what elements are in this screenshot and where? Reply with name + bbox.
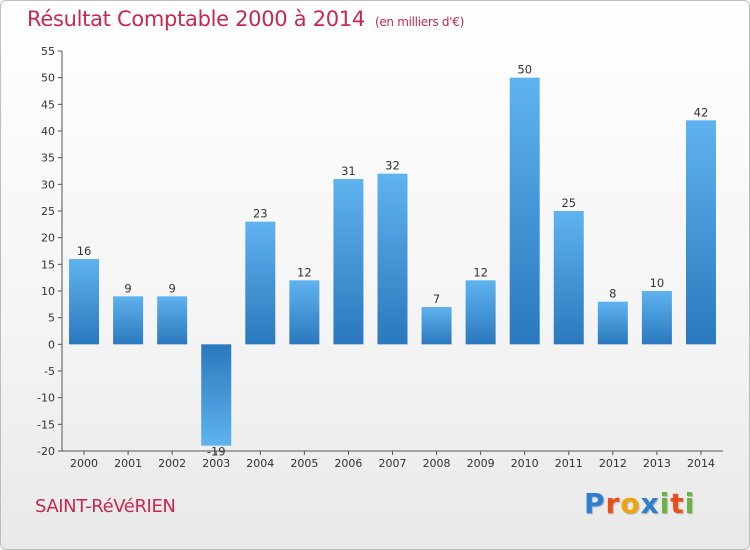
y-tick-label: 30 [41, 178, 55, 191]
data-label: 42 [694, 105, 709, 119]
data-label: 32 [385, 159, 400, 173]
y-tick-label: -20 [37, 445, 55, 458]
x-tick-label: 2002 [158, 457, 186, 470]
x-tick-label: 2012 [599, 457, 627, 470]
data-label: 7 [433, 292, 440, 306]
y-tick-label: 35 [41, 152, 55, 165]
bar-2011[interactable] [553, 211, 584, 345]
y-tick-label: 25 [41, 205, 55, 218]
data-label: 31 [341, 164, 356, 178]
bar-2014[interactable] [685, 120, 716, 345]
x-tick-label: 2010 [511, 457, 539, 470]
y-tick-label: 15 [41, 258, 55, 271]
bar-2013[interactable] [641, 291, 672, 345]
y-tick-label: 5 [48, 312, 55, 325]
bar-2012[interactable] [597, 301, 628, 345]
data-label: 50 [517, 63, 532, 77]
logo-letter: x [640, 487, 660, 520]
y-tick-label: -10 [37, 392, 55, 405]
y-tick-label: -15 [37, 418, 55, 431]
logo-letter: o [620, 487, 641, 520]
data-label: 25 [561, 196, 576, 210]
bars [69, 77, 716, 446]
bar-2002[interactable] [157, 296, 188, 345]
chart-title: Résultat Comptable 2000 à 2014 (en millie… [27, 7, 464, 31]
commune-name: SAINT-RéVéRIEN [35, 496, 176, 517]
data-labels: 16 9 9 -19 23 12 31 32 7 12 50 25 8 10 42 [77, 63, 709, 459]
x-tick-label: 2007 [379, 457, 407, 470]
logo-letter: t [670, 487, 685, 520]
bar-2010[interactable] [509, 77, 540, 345]
chart-title-text: Résultat Comptable 2000 à 2014 [27, 7, 365, 31]
data-label: 12 [473, 265, 488, 279]
data-label: 16 [77, 244, 92, 258]
x-tick-label: 2005 [290, 457, 318, 470]
x-tick-label: 2014 [687, 457, 715, 470]
data-label: 12 [297, 265, 312, 279]
y-tick-label: 0 [48, 338, 55, 351]
logo-letter: i [659, 487, 671, 520]
data-label: 10 [650, 276, 665, 290]
chart-subtitle: (en milliers d'€) [374, 15, 464, 29]
x-tick-label: 2000 [70, 457, 98, 470]
y-tick-label: 40 [41, 125, 55, 138]
data-label: 9 [169, 281, 176, 295]
bar-2009[interactable] [465, 280, 496, 345]
x-tick-label: 2008 [423, 457, 451, 470]
y-tick-label: 45 [41, 98, 55, 111]
x-tick-label: 2011 [555, 457, 583, 470]
data-label: -19 [207, 445, 226, 459]
x-tick-label: 2006 [334, 457, 362, 470]
bar-2006[interactable] [333, 179, 364, 345]
logo-letter: i [684, 487, 696, 520]
y-tick-label: 10 [41, 285, 55, 298]
data-label: 8 [609, 287, 616, 301]
x-tick-label: 2001 [114, 457, 142, 470]
bar-2003[interactable] [201, 344, 232, 446]
bar-2008[interactable] [421, 307, 452, 345]
x-tick-label: 2013 [643, 457, 671, 470]
logo-letter: P [584, 487, 606, 520]
proxiti-logo[interactable]: Proxiti [584, 487, 695, 520]
data-label: 23 [253, 207, 268, 221]
y-tick-label: 20 [41, 232, 55, 245]
x-tick-label: 2009 [467, 457, 495, 470]
x-tick-label: 2004 [246, 457, 274, 470]
bar-2007[interactable] [377, 173, 408, 345]
bar-2001[interactable] [113, 296, 144, 345]
data-label: 9 [124, 281, 131, 295]
y-tick-label: 55 [41, 45, 55, 58]
bar-2000[interactable] [69, 259, 100, 345]
y-tick-label: 50 [41, 72, 55, 85]
y-tick-label: -5 [44, 365, 55, 378]
logo-letter: r [605, 487, 621, 520]
bar-2004[interactable] [245, 221, 276, 345]
x-tick-label: 2003 [202, 457, 230, 470]
bar-2005[interactable] [289, 280, 320, 345]
